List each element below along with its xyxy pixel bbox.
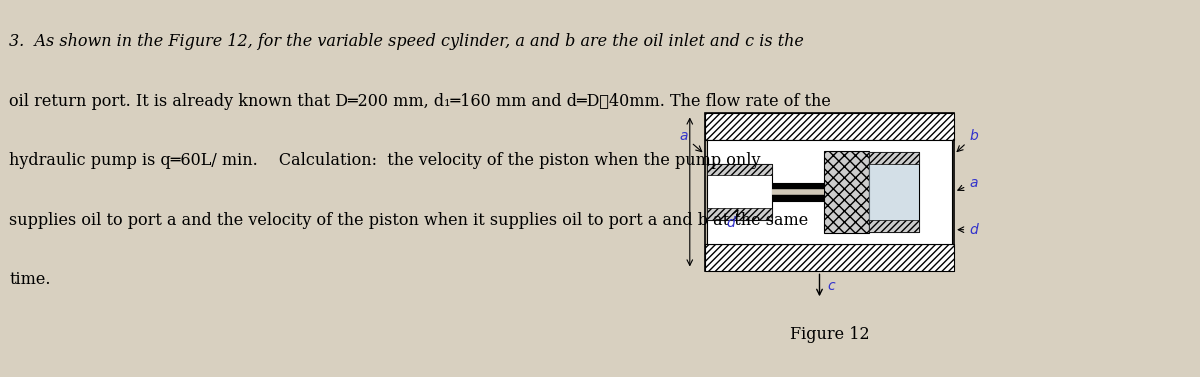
Text: time.: time. bbox=[10, 271, 50, 288]
Text: 3.  As shown in the Figure 12, for the variable speed cylinder, a and b are the : 3. As shown in the Figure 12, for the va… bbox=[10, 33, 804, 50]
Text: Figure 12: Figure 12 bbox=[790, 326, 869, 343]
Bar bbox=[869, 220, 919, 232]
Text: a: a bbox=[958, 176, 978, 190]
Text: c: c bbox=[828, 279, 835, 293]
Bar bbox=[869, 152, 919, 164]
Bar bbox=[707, 164, 772, 221]
Text: d: d bbox=[959, 223, 978, 237]
Bar bbox=[824, 151, 869, 233]
Bar bbox=[704, 113, 954, 271]
Bar bbox=[869, 152, 919, 232]
Text: d: d bbox=[727, 210, 738, 230]
Bar bbox=[704, 244, 954, 271]
Text: b: b bbox=[958, 129, 978, 152]
Bar bbox=[704, 113, 954, 140]
Bar bbox=[707, 208, 772, 221]
Text: supplies oil to port a and the velocity of the piston when it supplies oil to po: supplies oil to port a and the velocity … bbox=[10, 212, 809, 229]
Bar bbox=[869, 152, 919, 232]
Bar bbox=[707, 164, 772, 176]
Text: hydraulic pump is q═60L/ min.   Calculation:  the velocity of the piston when th: hydraulic pump is q═60L/ min. Calculatio… bbox=[10, 152, 761, 169]
Text: a: a bbox=[680, 129, 702, 152]
Bar bbox=[707, 140, 952, 244]
Text: oil return port. It is already known that D═200 mm, d₁═160 mm and d═D≀40mm. The : oil return port. It is already known tha… bbox=[10, 93, 832, 110]
